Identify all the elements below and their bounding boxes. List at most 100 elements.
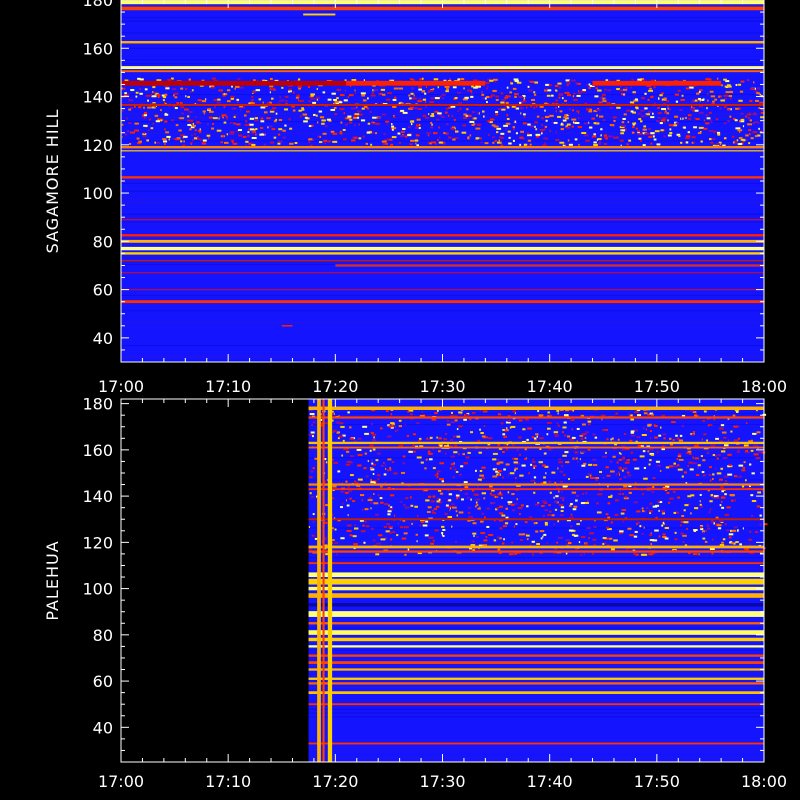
- speckle-mark: [297, 85, 303, 88]
- speckle-mark: [302, 113, 308, 116]
- speckle-mark: [397, 429, 399, 432]
- speckle-mark: [480, 431, 484, 434]
- speckle-mark: [164, 93, 168, 96]
- speckle-mark: [485, 96, 490, 99]
- speckle-mark: [664, 485, 670, 488]
- speckle-mark: [271, 128, 276, 131]
- speckle-mark: [455, 494, 460, 497]
- speckle-mark: [384, 467, 387, 470]
- frequency-band-13: [121, 218, 764, 221]
- speckle-mark: [455, 540, 457, 543]
- speckle-mark: [723, 475, 729, 478]
- speckle-mark: [384, 503, 389, 506]
- speckle-mark: [409, 143, 413, 146]
- speckle-mark: [667, 134, 672, 137]
- speckle-mark: [711, 552, 714, 555]
- speckle-mark: [367, 460, 369, 463]
- speckle-mark: [492, 136, 496, 139]
- speckle-mark: [690, 512, 692, 515]
- speckle-mark: [385, 530, 391, 533]
- speckle-mark: [681, 424, 684, 427]
- texture-line: [121, 20, 764, 22]
- speckle-mark: [191, 123, 193, 126]
- speckle-mark: [452, 465, 455, 468]
- speckle-mark: [759, 93, 762, 96]
- speckle-mark: [247, 131, 250, 134]
- speckle-mark: [579, 434, 584, 437]
- speckle-mark: [479, 506, 481, 509]
- speckle-mark: [675, 100, 679, 103]
- speckle-mark: [383, 461, 385, 464]
- speckle-mark: [751, 500, 757, 503]
- speckle-mark: [634, 486, 636, 489]
- speckle-mark: [515, 107, 520, 110]
- speckle-mark: [580, 437, 584, 440]
- speckle-mark: [729, 493, 735, 496]
- speckle-mark: [749, 543, 751, 546]
- speckle-mark: [709, 119, 712, 122]
- speckle-mark: [379, 92, 383, 95]
- speckle-mark: [503, 435, 508, 438]
- speckle-mark: [664, 110, 667, 113]
- speckle-mark: [565, 552, 568, 555]
- speckle-mark: [481, 512, 485, 515]
- speckle-mark: [739, 130, 741, 133]
- speckle-mark: [308, 548, 312, 551]
- speckle-mark: [315, 114, 318, 117]
- frequency-band-5: [121, 70, 764, 73]
- speckle-mark: [748, 484, 751, 487]
- speckle-mark: [712, 454, 716, 457]
- speckle-mark: [703, 433, 707, 436]
- speckle-mark: [584, 501, 589, 504]
- speckle-mark: [393, 116, 396, 119]
- speckle-mark: [495, 468, 497, 471]
- speckle-mark: [237, 77, 241, 80]
- speckle-mark: [142, 133, 147, 136]
- speckle-mark: [683, 509, 686, 512]
- speckle-mark: [164, 113, 169, 116]
- speckle-mark: [191, 89, 194, 92]
- speckle-mark: [637, 78, 642, 81]
- texture-line: [308, 749, 764, 751]
- speckle-mark: [460, 413, 463, 416]
- speckle-mark: [495, 111, 499, 114]
- speckle-mark: [560, 496, 565, 499]
- speckle-mark: [312, 467, 315, 470]
- speckle-mark: [662, 486, 667, 489]
- speckle-mark: [354, 527, 359, 530]
- speckle-mark: [486, 101, 488, 104]
- speckle-mark: [486, 525, 490, 528]
- frequency-band-9: [308, 562, 764, 565]
- speckle-mark: [651, 95, 654, 98]
- texture-line: [308, 549, 764, 551]
- speckle-mark: [587, 500, 589, 503]
- speckle-mark: [614, 499, 619, 502]
- speckle-mark: [165, 87, 170, 90]
- speckle-mark: [505, 507, 508, 510]
- speckle-mark: [750, 449, 754, 452]
- speckle-mark: [429, 142, 432, 145]
- speckle-mark: [343, 112, 346, 115]
- speckle-mark: [740, 138, 745, 141]
- speckle-mark: [530, 125, 535, 128]
- speckle-mark: [416, 422, 420, 425]
- speckle-mark: [677, 89, 681, 92]
- speckle-mark: [681, 475, 684, 478]
- speckle-mark: [407, 548, 410, 551]
- speckle-mark: [471, 540, 475, 543]
- speckle-mark: [555, 139, 560, 142]
- speckle-mark: [505, 516, 509, 519]
- speckle-mark: [605, 451, 607, 454]
- speckle-mark: [648, 510, 653, 513]
- speckle-mark: [124, 79, 129, 82]
- speckle-mark: [388, 138, 392, 141]
- speckle-mark: [314, 537, 318, 540]
- speckle-mark: [622, 88, 628, 91]
- speckle-mark: [734, 119, 738, 122]
- speckle-mark: [691, 433, 695, 436]
- speckle-mark: [359, 494, 365, 497]
- speckle-mark: [612, 440, 617, 443]
- speckle-mark: [462, 98, 468, 101]
- speckle-mark: [492, 468, 497, 471]
- speckle-mark: [351, 139, 356, 142]
